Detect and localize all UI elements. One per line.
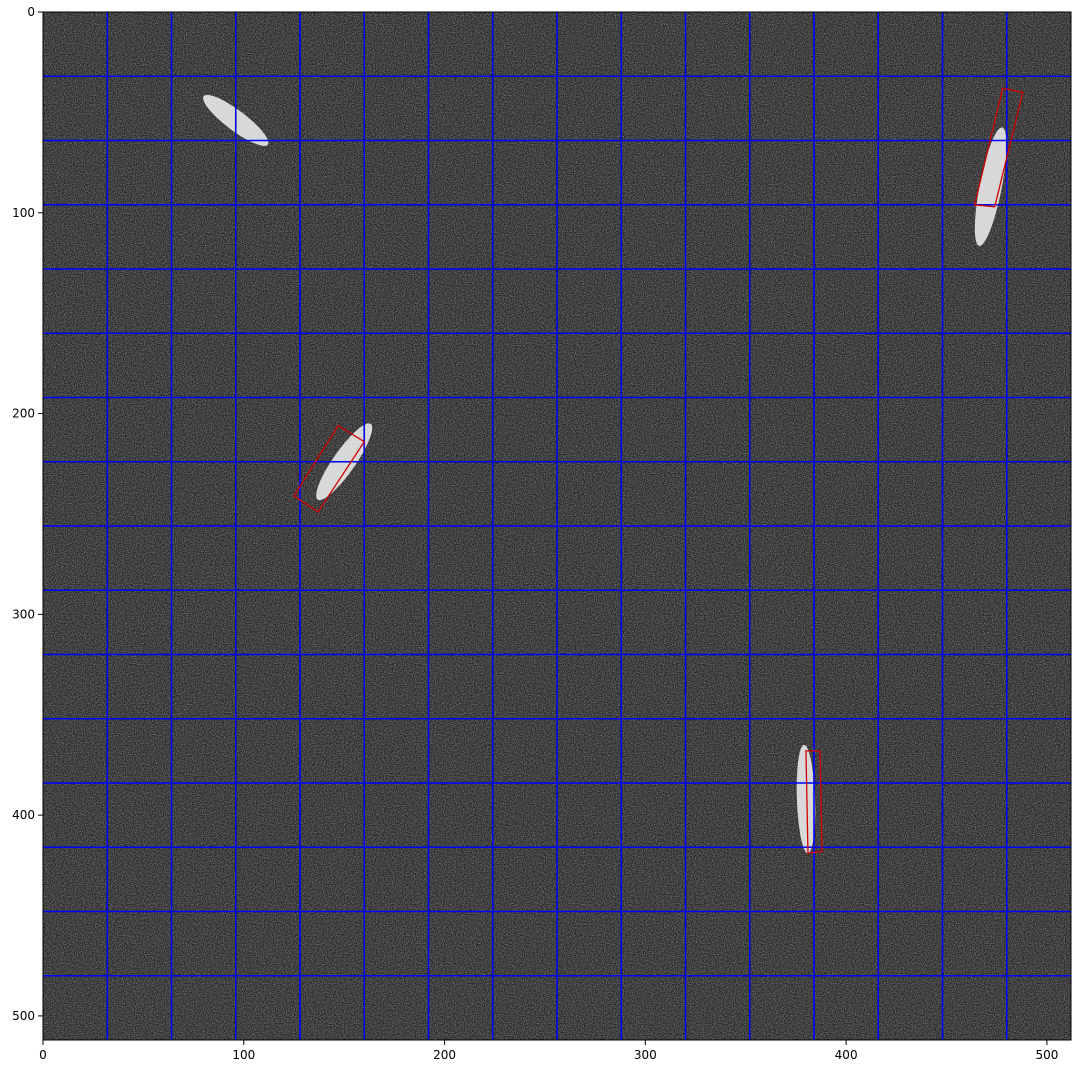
y-tick-label: 400 — [12, 808, 35, 822]
detection-box-ship-center — [293, 424, 366, 513]
y-tick-label: 200 — [12, 407, 35, 421]
x-tick-label: 100 — [232, 1048, 255, 1062]
y-tick-label: 300 — [12, 607, 35, 621]
detection-box-ship-top-right — [973, 87, 1024, 208]
detection-box-ship-bottom — [805, 750, 823, 855]
x-tick-label: 0 — [39, 1048, 47, 1062]
y-axis: 0 100 200 300 400 500 — [12, 5, 43, 1023]
grid-lines — [43, 12, 1071, 1040]
y-tick-label: 100 — [12, 206, 35, 220]
ship-top-right — [974, 127, 1007, 246]
y-tick-label: 0 — [27, 5, 35, 19]
axes-frame — [42, 11, 1072, 1041]
x-tick-label: 300 — [634, 1048, 657, 1062]
x-tick-label: 500 — [1035, 1048, 1058, 1062]
x-tick-label: 200 — [433, 1048, 456, 1062]
detection-boxes — [293, 87, 1024, 855]
x-tick-label: 400 — [835, 1048, 858, 1062]
image-plot-area — [42, 11, 1072, 1041]
x-axis: 0 100 200 300 400 500 — [39, 1040, 1058, 1062]
ship-texture — [796, 744, 816, 854]
ship-texture — [974, 127, 1007, 246]
y-tick-label: 500 — [12, 1009, 35, 1023]
ship-bottom — [796, 744, 816, 854]
